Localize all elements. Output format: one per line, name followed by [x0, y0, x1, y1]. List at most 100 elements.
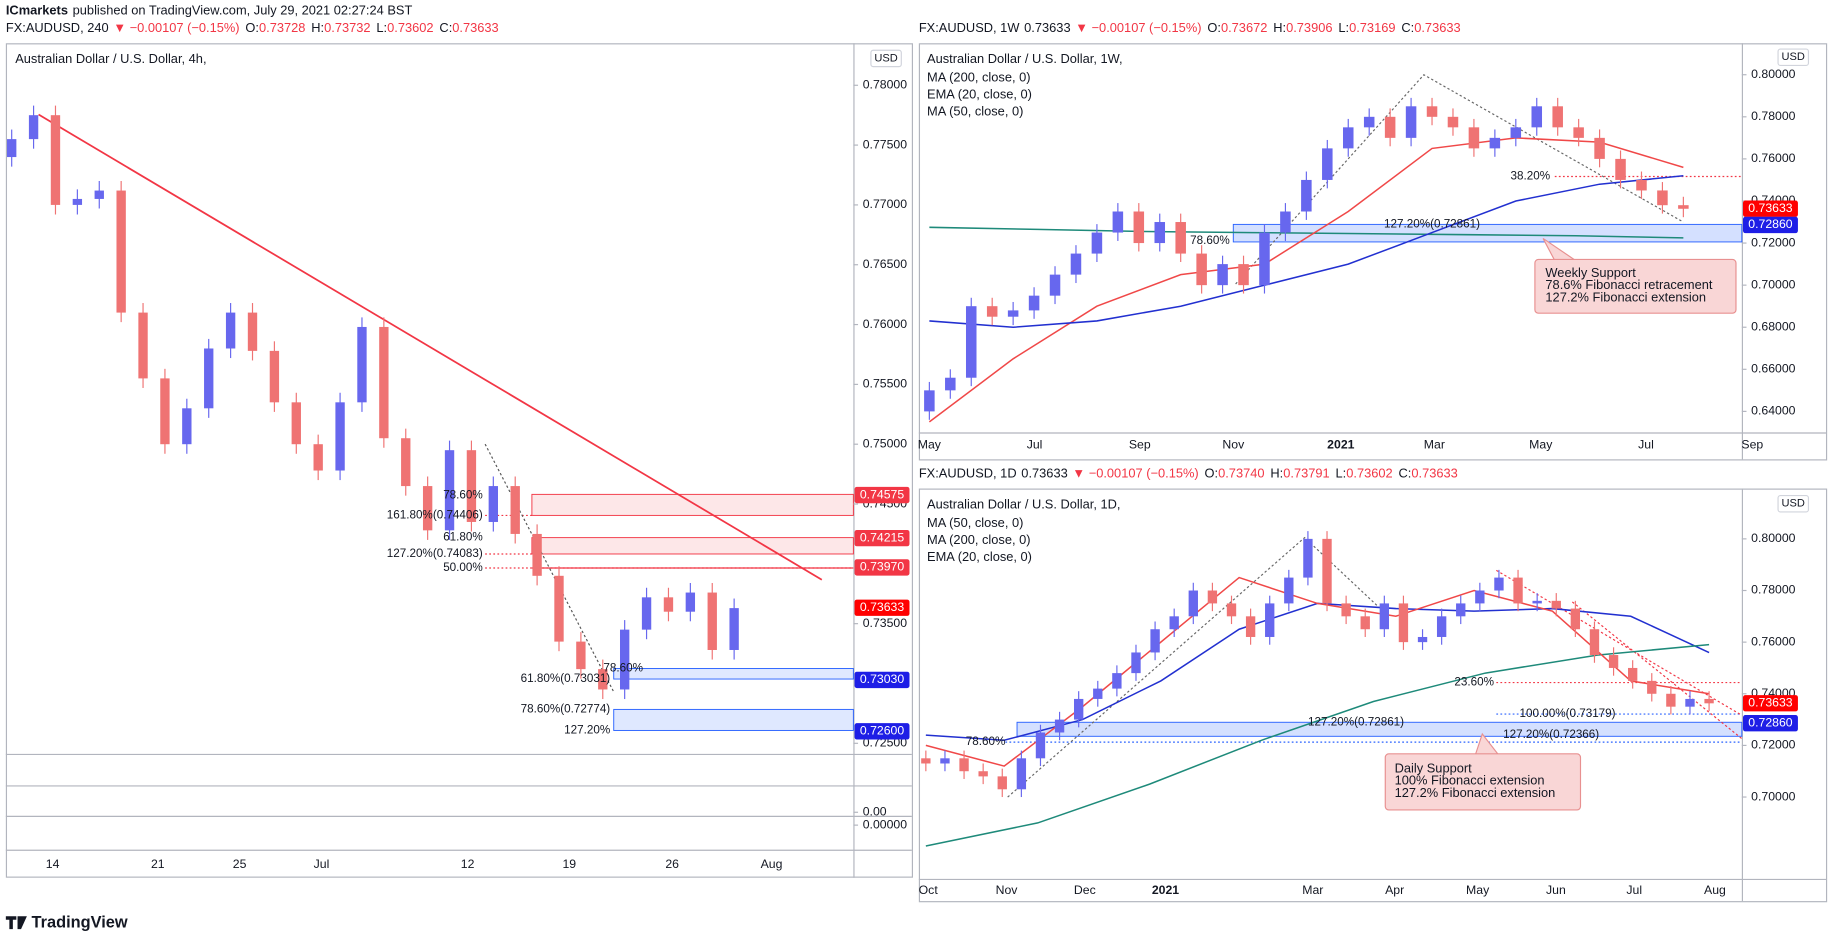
candle-body: [641, 597, 652, 630]
candle-body: [466, 450, 477, 522]
price-label: 0.73030: [860, 672, 905, 686]
x-tick-label: Aug: [1704, 883, 1726, 897]
x-tick-label: 26: [665, 857, 679, 871]
candle-body: [1608, 655, 1619, 668]
candle-body: [940, 758, 950, 764]
y-tick-label: 0.64000: [1751, 404, 1796, 418]
info-part: C:: [1401, 21, 1414, 36]
price-label-box: [1742, 200, 1798, 217]
price-label-box: [1742, 715, 1798, 732]
legend-entry: EMA (20, close, 0): [927, 87, 1032, 102]
price-label-box: [854, 486, 910, 504]
candle-body: [1489, 137, 1501, 149]
resistance-zone: [531, 493, 854, 516]
candle-body: [986, 306, 998, 317]
candle-body: [1532, 600, 1542, 604]
panel-1w: [918, 43, 1828, 461]
candle-body: [1666, 693, 1676, 707]
currency: USD: [874, 52, 897, 64]
trendline: [38, 113, 823, 581]
info-part: 0.73906: [1286, 21, 1332, 36]
x-tick-label: 21: [151, 857, 165, 871]
candle-body: [1207, 590, 1218, 604]
candle-body: [1169, 616, 1179, 630]
x-tick-label: Aug: [761, 857, 783, 871]
panel-1d: [918, 488, 1828, 903]
fib-label: 127.20%: [564, 724, 610, 737]
chart-candlestick: FX:AUDUSD, 1W 0.73633 ▼ −0.00107 (−0.15%) O…: [918, 21, 1810, 452]
candle-body: [1070, 253, 1082, 275]
candle-body: [924, 390, 935, 412]
chart-title: Australian Dollar / U.S. Dollar, 1D,: [927, 496, 1120, 511]
candle-body: [532, 533, 542, 576]
candle-body: [1615, 158, 1626, 180]
support-zone: [1016, 721, 1743, 737]
candle-body: [1513, 577, 1523, 604]
x-tick-label: 25: [233, 857, 247, 871]
info-part: O:: [1207, 21, 1221, 36]
candle-body: [1417, 636, 1428, 643]
y-tick-label: 0.76000: [863, 317, 908, 331]
fib-label: 78.60%: [443, 489, 483, 502]
info-part: H:: [1270, 466, 1283, 481]
y-tick-label: 0.75500: [863, 377, 908, 391]
fib-label: 78.60%(0.72774): [521, 703, 611, 716]
candle-body: [1280, 211, 1291, 233]
candle-body: [1112, 211, 1124, 233]
logo: TradingView: [5, 914, 128, 932]
info-part: O:: [1205, 466, 1219, 481]
support-zone: [613, 708, 854, 731]
fib-label: 161.80%(0.74406): [387, 508, 483, 521]
candle-body: [554, 575, 564, 642]
fib-label: 127.20%(0.72861): [1308, 715, 1404, 728]
candle-body: [422, 486, 433, 531]
price-label-box: [1742, 695, 1798, 712]
x-tick-label: Jul: [1027, 438, 1043, 452]
candle-body: [1284, 577, 1294, 604]
callout-text: 127.2% Fibonacci extension: [1545, 289, 1706, 304]
info-part: C:: [439, 21, 452, 36]
candle-body: [1589, 629, 1600, 656]
y-tick-label: 0.00: [863, 805, 887, 819]
y-tick-label: 0.78000: [863, 78, 908, 92]
candle-body: [1016, 758, 1027, 790]
currency-box: [1777, 48, 1810, 67]
price-label: 0.73633: [1748, 695, 1793, 709]
candle-body: [94, 190, 104, 199]
legend-entry: MA (200, close, 0): [927, 532, 1031, 547]
fib-leg: [1235, 74, 1684, 285]
info-part: 0.73740: [1218, 466, 1264, 481]
y-tick-label: 0.68000: [1751, 319, 1796, 333]
info-part: 0.73732: [324, 21, 370, 36]
x-tick-label: Mar: [1424, 438, 1445, 452]
candle-body: [28, 115, 39, 140]
candle-body: [598, 669, 608, 690]
fib-label: 61.80%(0.73031): [521, 672, 611, 685]
x-tick-label: May: [1529, 438, 1553, 452]
candle-body: [1360, 616, 1370, 630]
candle-body: [1678, 205, 1689, 209]
info-part: L:: [1338, 21, 1349, 36]
candle-body: [1301, 179, 1312, 212]
candle-body: [182, 408, 192, 445]
y-tick-label: 0.70000: [1751, 789, 1796, 803]
candle-body: [291, 402, 301, 445]
candle-body: [1112, 673, 1122, 689]
info-part: 0.73602: [387, 21, 433, 36]
candle-body: [959, 758, 969, 772]
indicator-line: [929, 226, 1684, 239]
candle-body: [1196, 253, 1207, 286]
candle-body: [1379, 603, 1390, 630]
candle-body: [1245, 616, 1256, 637]
candle-body: [138, 312, 148, 379]
chart-title: Australian Dollar / U.S. Dollar, 4h,: [15, 51, 206, 66]
fib-label: 23.60%: [1454, 676, 1494, 689]
x-tick-label: May: [1466, 883, 1490, 897]
candle-body: [1657, 190, 1668, 206]
candle-body: [1133, 211, 1145, 244]
callout-text: 127.2% Fibonacci extension: [1395, 785, 1556, 800]
candle-body: [1436, 616, 1447, 637]
x-tick-label: Dec: [1074, 883, 1096, 897]
